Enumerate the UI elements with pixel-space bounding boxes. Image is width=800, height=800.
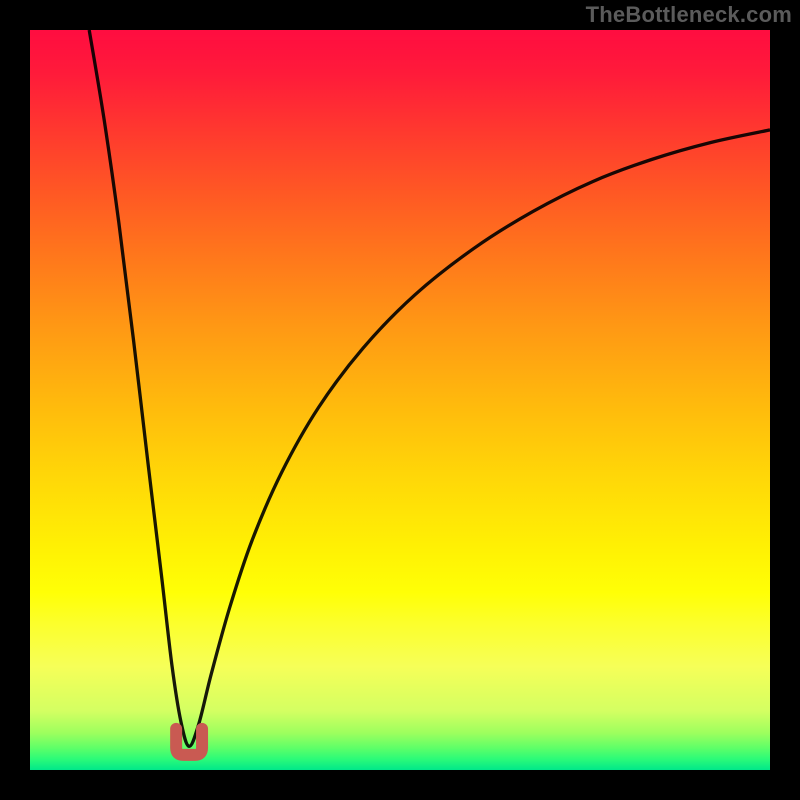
watermark-text: TheBottleneck.com (586, 2, 792, 28)
chart-frame (30, 30, 770, 770)
bottleneck-chart (30, 30, 770, 770)
